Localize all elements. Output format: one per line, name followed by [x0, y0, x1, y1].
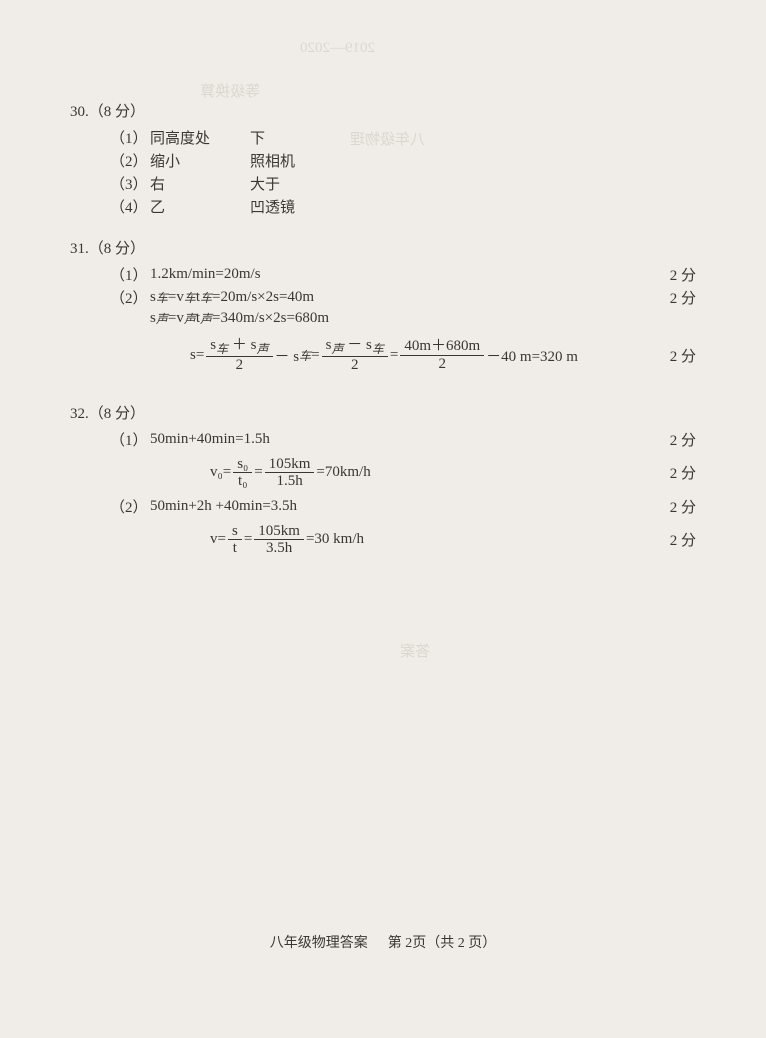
subscript: 车 [200, 289, 212, 306]
fraction: 105km 3.5h [254, 523, 304, 557]
q31-line2b: s 声 =v 声 t 声 =340m/s×2s=680m [150, 310, 696, 327]
eq-tail: －40 m=320 m [486, 345, 578, 366]
ghost-text: 等级换算 [200, 80, 260, 101]
question-30: 30.（8 分） （1） 同高度处 下 （2） 缩小 照相机 （3） 右 大于 … [70, 100, 696, 217]
var: =340m/s×2s=680m [212, 310, 329, 327]
var: =20m/s×2s=40m [212, 289, 314, 306]
eq-lhs: v₀= [210, 464, 231, 481]
footer-right: 第 2页（共 2 页） [388, 932, 497, 952]
q30-head: 30.（8 分） [70, 100, 696, 121]
q31-line1: （1） 1.2km/min=20m/s 2 分 [110, 264, 696, 285]
question-32: 32.（8 分） （1） 50min+40min=1.5h 2 分 v₀= s₀… [70, 402, 696, 561]
subscript: 车 [299, 347, 311, 364]
ghost-text: 答案 [400, 640, 430, 661]
q31-head: 31.（8 分） [70, 237, 696, 258]
q30-row-b: 下 [250, 127, 370, 148]
q30-row-n: （3） [110, 173, 150, 194]
q32-eq2: v= s t = 105km 3.5h =30 km/h 2 分 [70, 519, 696, 561]
q31-main-eq: s= s车 ＋ s声 2 － s 车 = s声 － s车 [70, 329, 696, 382]
fraction: s t [228, 523, 242, 557]
q30-row-b: 凹透镜 [250, 196, 370, 217]
page-footer: 八年级物理答案 第 2页（共 2 页） [0, 932, 766, 952]
q30-row: （3） 右 大于 [110, 173, 696, 194]
q31-line2-label: （2） [110, 287, 150, 308]
q30-row-a: 乙 [150, 196, 250, 217]
fraction: s车 ＋ s声 2 [206, 337, 272, 374]
score-label: 2 分 [646, 496, 696, 517]
q30-row-a: 右 [150, 173, 250, 194]
fraction: 40m＋680m 2 [400, 338, 484, 372]
eq-eq: = [390, 347, 398, 364]
subscript: 声 [200, 310, 212, 327]
q32-eq1: v₀= s₀ t₀ = 105km 1.5h =70km/h 2 分 [70, 452, 696, 494]
q30-row-n: （1） [110, 127, 150, 148]
q30-row-b: 大于 [250, 173, 370, 194]
q30-row: （2） 缩小 照相机 [110, 150, 696, 171]
eq-eq: = [311, 347, 319, 364]
subscript: 车 [184, 289, 196, 306]
eq-minus: － s [275, 345, 300, 366]
score-label: 2 分 [646, 264, 696, 285]
footer-left: 八年级物理答案 [270, 932, 368, 952]
fraction: s₀ t₀ [233, 456, 252, 490]
q31-line2a: （2） s 车 =v 车 t 车 =20m/s×2s=40m 2 分 [110, 287, 696, 308]
eq-tail: =30 km/h [306, 531, 364, 548]
q31-line1-text: 1.2km/min=20m/s [150, 266, 261, 283]
subscript: 声 [184, 310, 196, 327]
ghost-text: 2019—2020 [300, 40, 375, 57]
question-31: 31.（8 分） （1） 1.2km/min=20m/s 2 分 （2） s 车… [70, 237, 696, 382]
eq-tail: =70km/h [316, 464, 370, 481]
q31-line1-label: （1） [110, 264, 150, 285]
eq-eq: = [254, 464, 262, 481]
eq-lhs: s= [190, 347, 204, 364]
page-root: 2019—2020 八年级物理 等级换算 答案 30.（8 分） （1） 同高度… [0, 0, 766, 1038]
q32-line2: （2） 50min+2h +40min=3.5h 2 分 [110, 496, 696, 517]
q32-line1: （1） 50min+40min=1.5h 2 分 [110, 429, 696, 450]
score-label: 2 分 [646, 287, 696, 308]
score-label: 2 分 [646, 345, 696, 366]
score-label: 2 分 [646, 429, 696, 450]
q32-line2-label: （2） [110, 496, 150, 517]
q30-row-b: 照相机 [250, 150, 370, 171]
score-label: 2 分 [646, 462, 696, 483]
q30-row: （1） 同高度处 下 [110, 127, 696, 148]
subscript: 车 [156, 289, 168, 306]
eq-eq: = [244, 531, 252, 548]
eq-lhs: v= [210, 531, 226, 548]
score-label: 2 分 [646, 529, 696, 550]
q30-row-a: 同高度处 [150, 127, 250, 148]
q30-row-n: （4） [110, 196, 150, 217]
q30-row-a: 缩小 [150, 150, 250, 171]
q30-row-n: （2） [110, 150, 150, 171]
q32-head: 32.（8 分） [70, 402, 696, 423]
fraction: s声 － s车 2 [322, 337, 388, 374]
var: =v [168, 310, 184, 327]
q32-line2-text: 50min+2h +40min=3.5h [150, 498, 297, 515]
subscript: 声 [156, 310, 168, 327]
q30-row: （4） 乙 凹透镜 [110, 196, 696, 217]
q32-line1-text: 50min+40min=1.5h [150, 431, 270, 448]
var: =v [168, 289, 184, 306]
fraction: 105km 1.5h [265, 456, 315, 490]
q32-line1-label: （1） [110, 429, 150, 450]
